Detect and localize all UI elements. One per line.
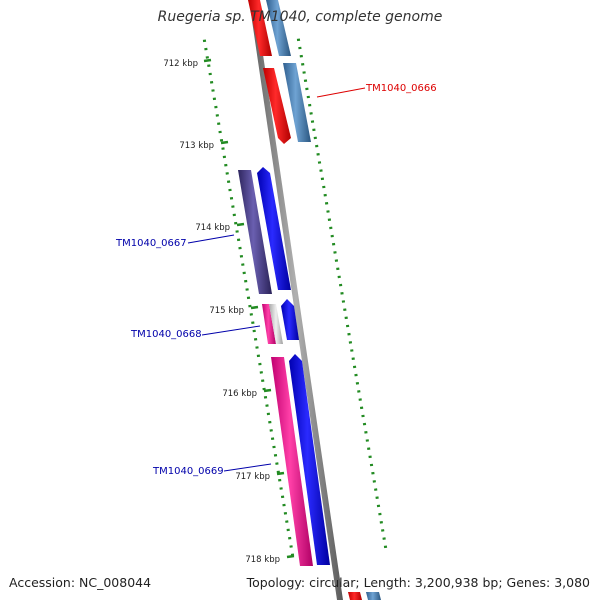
genome-title: Ruegeria sp. TM1040, complete genome	[157, 9, 443, 25]
gene-0666-gene-bottom	[366, 592, 381, 600]
label-leader-0668	[201, 325, 261, 336]
gene-0666-gene-bar	[283, 63, 311, 142]
gene-0669-cds-arrow[interactable]	[289, 354, 330, 565]
gene-TM1040_0668[interactable]	[262, 299, 299, 344]
label-leader-0667	[187, 234, 235, 244]
gene-0668-gene-bar	[262, 304, 276, 344]
scale-label: 716 kbp	[222, 389, 257, 399]
scale-label: 712 kbp	[163, 59, 198, 69]
major-tick	[276, 471, 285, 476]
gene-0666-gene-top	[266, 0, 291, 56]
genome-backbone	[249, 0, 343, 600]
gene-0668-gene-bar-grey	[269, 304, 283, 344]
accession-text: Accession: NC_008044	[9, 575, 152, 590]
scale-label: 717 kbp	[235, 472, 270, 482]
gene-TM1040_0667[interactable]	[238, 167, 291, 294]
genome-summary: Topology: circular; Length: 3,200,938 bp…	[246, 575, 590, 590]
label-leader-0666	[316, 87, 366, 98]
gene-0666-cds-arrow[interactable]	[263, 68, 291, 144]
scale-label: 718 kbp	[245, 555, 280, 565]
gene-TM1040_0669[interactable]	[271, 354, 330, 566]
gene-0667-cds-arrow[interactable]	[257, 167, 291, 290]
gene-0668-cds-arrow[interactable]	[281, 299, 299, 340]
gene-0666-cds-bottom	[348, 592, 362, 600]
gene-label-0669[interactable]: TM1040_0669	[152, 466, 224, 477]
major-tick	[250, 305, 259, 310]
gene-TM1040_0666[interactable]	[248, 0, 381, 600]
scale-label: 715 kbp	[209, 306, 244, 316]
major-tick	[220, 140, 229, 145]
scale-label: 714 kbp	[195, 223, 230, 233]
scale-tick-labels: 712 kbp 713 kbp 714 kbp 715 kbp 716 kbp 717 k…	[163, 59, 280, 565]
gene-label-0666[interactable]: TM1040_0666	[365, 83, 437, 94]
major-tick	[286, 554, 295, 559]
gene-0669-gene-bar	[271, 357, 313, 566]
gene-label-0668[interactable]: TM1040_0668	[130, 329, 202, 340]
major-tick	[236, 222, 245, 227]
gene-0666-cds-top	[248, 0, 272, 56]
gene-0667-gene-bar	[238, 170, 272, 294]
major-tick	[263, 388, 272, 393]
label-leader-0669	[223, 463, 272, 472]
gene-label-0667[interactable]: TM1040_0667	[115, 238, 187, 249]
major-tick	[203, 58, 212, 63]
scale-ticks	[202, 38, 388, 559]
scale-label: 713 kbp	[179, 141, 214, 151]
